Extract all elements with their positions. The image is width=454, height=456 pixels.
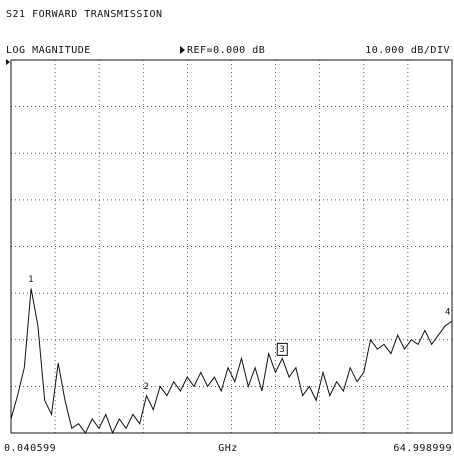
marker-label: 2 <box>144 382 150 392</box>
active-marker-box <box>276 342 288 356</box>
reference-line-pointer <box>6 59 10 65</box>
x-start-label: 0.040599 <box>4 443 56 454</box>
format-label: LOG MAGNITUDE <box>6 45 91 56</box>
x-stop-label: 64.998999 <box>393 443 452 454</box>
chart-title: S21 FORWARD TRANSMISSION <box>6 9 163 20</box>
x-axis-label: GHz <box>218 443 238 454</box>
reference-pointer-icon <box>180 46 185 54</box>
marker-label: 3 <box>279 345 285 355</box>
trace <box>10 288 453 435</box>
scale-label: 10.000 dB/DIV <box>365 45 450 56</box>
marker-label: 4 <box>445 308 451 318</box>
marker-label: 1 <box>28 275 34 285</box>
reference-label: REF=0.000 dB <box>187 45 265 56</box>
